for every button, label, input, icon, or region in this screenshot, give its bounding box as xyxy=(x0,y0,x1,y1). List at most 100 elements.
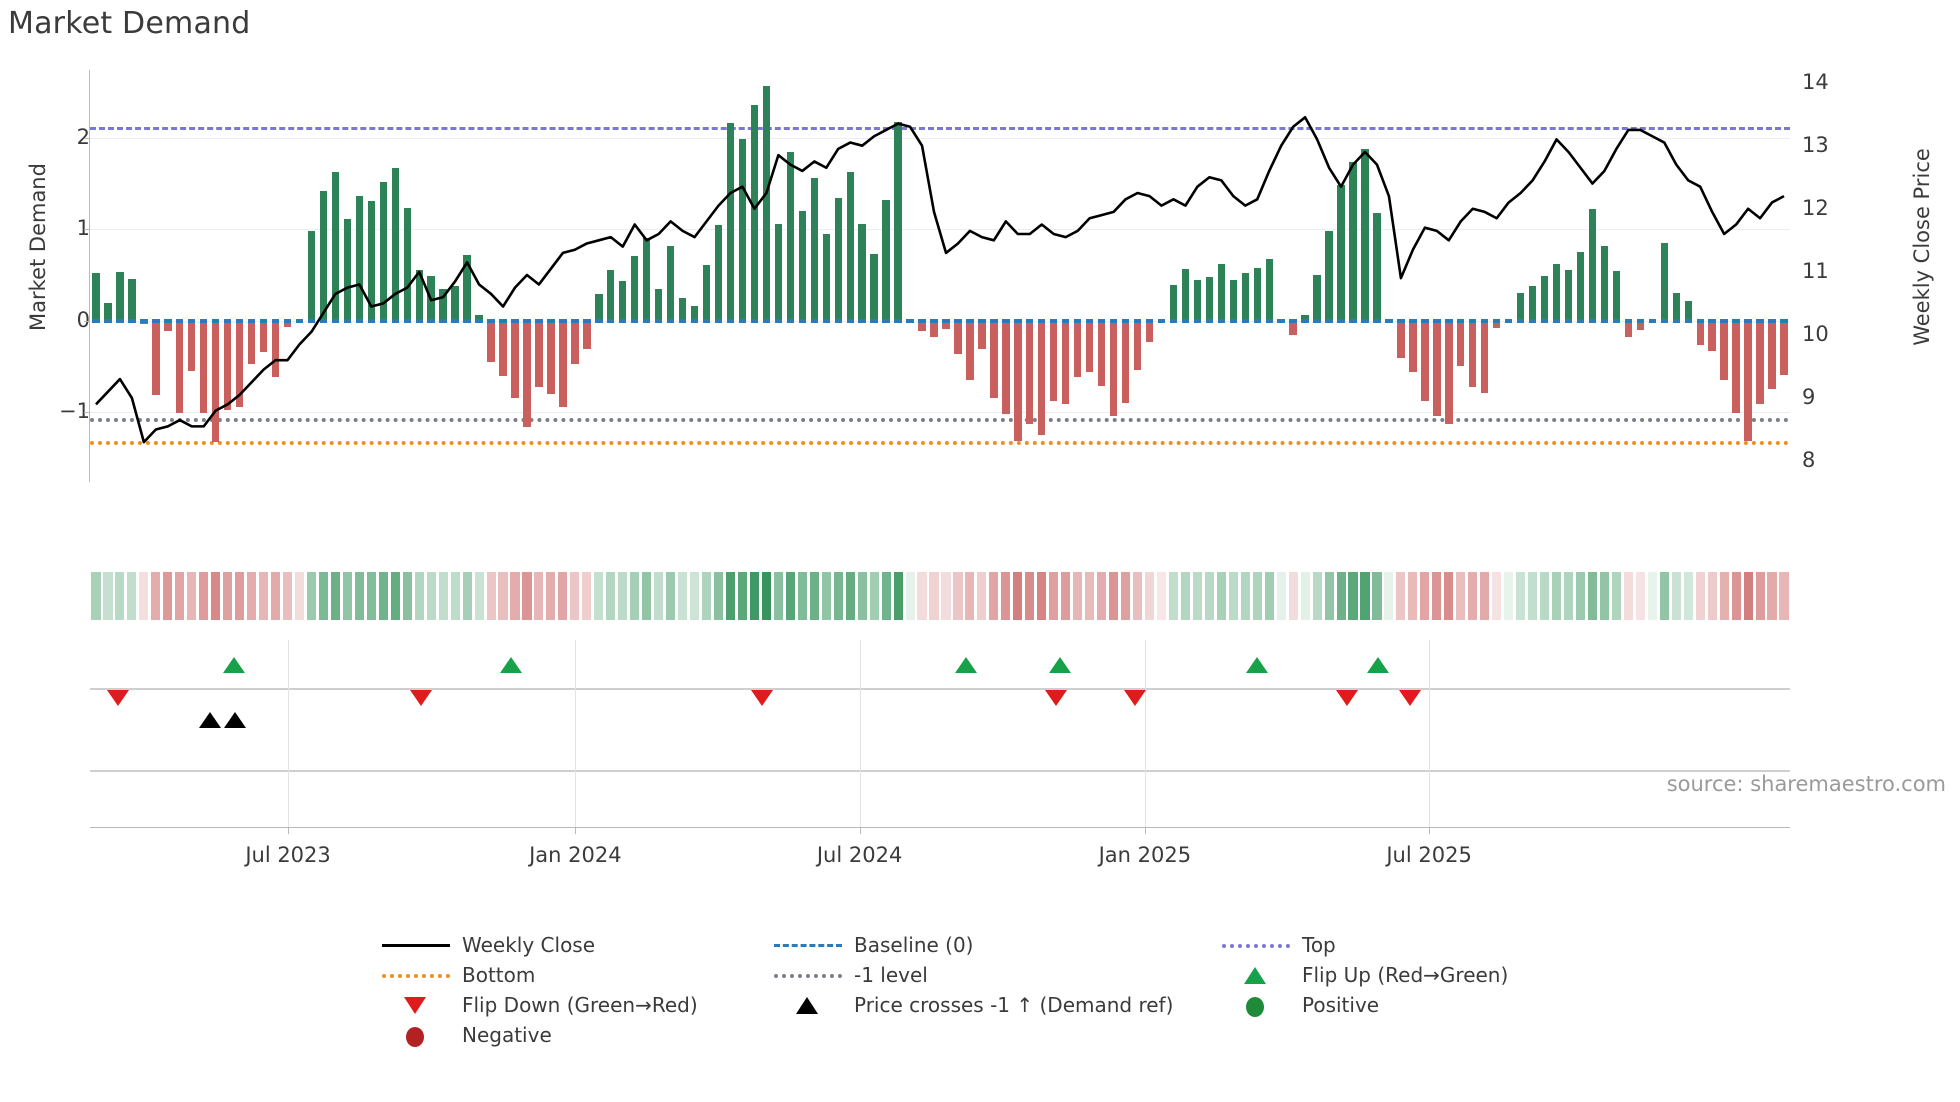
baseline-tick xyxy=(427,318,435,323)
baseline-tick xyxy=(188,318,196,323)
demand-bar xyxy=(1313,275,1321,321)
baseline-tick xyxy=(343,318,352,323)
heat-strip-cell xyxy=(1216,572,1226,620)
demand-bar xyxy=(1085,320,1094,372)
heat-strip-cell xyxy=(1360,572,1370,620)
baseline-tick xyxy=(1672,318,1680,323)
demand-bar xyxy=(1445,320,1453,425)
baseline-tick xyxy=(331,318,340,323)
demand-bar xyxy=(762,86,771,321)
y-axis-right-tick-label: 14 xyxy=(1802,69,1829,94)
heat-strip-cell xyxy=(1659,572,1669,620)
heat-strip-cell xyxy=(1432,572,1442,620)
vertical-gridline xyxy=(1144,640,1146,830)
baseline-tick xyxy=(1684,318,1692,323)
legend-item[interactable]: Negative xyxy=(380,1020,552,1050)
price-cross-marker xyxy=(198,712,221,728)
demand-bar xyxy=(499,320,507,377)
demand-bar xyxy=(1229,280,1238,321)
heat-strip-cell xyxy=(1707,572,1717,620)
baseline-tick xyxy=(1576,318,1585,323)
demand-bar xyxy=(678,297,687,321)
heat-strip-cell xyxy=(1073,572,1083,620)
baseline-tick xyxy=(906,318,914,323)
heat-strip-cell xyxy=(941,572,951,620)
legend-item[interactable]: -1 level xyxy=(772,960,928,990)
heat-strip-cell xyxy=(1204,572,1214,620)
baseline-tick xyxy=(283,318,292,323)
heat-strip-cell xyxy=(354,572,364,620)
baseline-tick xyxy=(1720,318,1728,323)
baseline-tick xyxy=(164,318,172,323)
demand-bar xyxy=(439,288,447,321)
legend-item[interactable]: Flip Down (Green→Red) xyxy=(380,990,698,1020)
heat-strip-cell xyxy=(474,572,484,620)
legend-dotted-line-icon xyxy=(380,964,452,986)
demand-bar xyxy=(259,320,268,352)
demand-bar xyxy=(990,320,998,398)
demand-bar xyxy=(403,208,411,321)
heat-strip-cell xyxy=(1288,572,1298,620)
demand-bar xyxy=(176,320,184,414)
heat-strip-cell xyxy=(1683,572,1693,620)
demand-bar xyxy=(858,223,866,321)
demand-bar xyxy=(1014,320,1022,441)
legend-item[interactable]: Baseline (0) xyxy=(772,930,973,960)
baseline-tick xyxy=(918,318,926,323)
legend-dot-icon xyxy=(380,1024,452,1047)
heat-strip-cell xyxy=(749,572,759,620)
heat-strip-cell xyxy=(378,572,388,620)
baseline-tick xyxy=(822,318,830,323)
demand-bar xyxy=(798,211,807,321)
heat-strip-cell xyxy=(1492,572,1502,620)
legend-item[interactable]: Flip Up (Red→Green) xyxy=(1220,960,1508,990)
flip-up-marker xyxy=(1048,657,1071,673)
baseline-tick xyxy=(307,318,316,323)
baseline-tick xyxy=(559,318,567,323)
baseline-tick xyxy=(367,318,376,323)
demand-bar xyxy=(1612,271,1621,321)
legend-solid-line-icon xyxy=(380,934,452,956)
heat-strip-cell xyxy=(737,572,747,620)
heat-strip-cell xyxy=(558,572,568,620)
x-axis-tick-label: Jul 2025 xyxy=(1386,843,1472,867)
legend-item[interactable]: Price crosses -1 ↑ (Demand ref) xyxy=(772,990,1173,1020)
demand-bar xyxy=(738,139,747,321)
legend-item-label: Weekly Close xyxy=(462,933,596,957)
demand-bar xyxy=(702,264,711,321)
demand-bar xyxy=(1073,320,1082,378)
heat-strip-cell xyxy=(1528,572,1538,620)
baseline-tick xyxy=(631,318,639,323)
baseline-tick xyxy=(846,318,854,323)
demand-bar xyxy=(1133,320,1142,370)
baseline-tick xyxy=(319,318,328,323)
baseline-tick xyxy=(439,318,447,323)
demand-bar xyxy=(978,320,986,349)
baseline-tick xyxy=(1361,318,1369,323)
baseline-tick xyxy=(714,318,723,323)
demand-bar xyxy=(583,320,591,349)
legend-item[interactable]: Positive xyxy=(1220,990,1379,1020)
legend-item-label: Positive xyxy=(1302,993,1380,1017)
heat-strip-cell xyxy=(905,572,915,620)
heat-strip-cell xyxy=(821,572,831,620)
heat-strip-cell xyxy=(1085,572,1095,620)
baseline-tick xyxy=(678,318,687,323)
heat-strip-cell xyxy=(702,572,712,620)
heat-strip-cell xyxy=(1180,572,1190,620)
legend-item[interactable]: Top xyxy=(1220,930,1336,960)
legend-item[interactable]: Bottom xyxy=(380,960,535,990)
baseline-tick xyxy=(786,318,795,323)
baseline-tick xyxy=(750,318,759,323)
demand-bar xyxy=(1109,320,1118,417)
baseline-tick xyxy=(810,318,818,323)
heat-strip-cell xyxy=(438,572,448,620)
baseline-tick xyxy=(1397,318,1405,323)
y-axis-spine xyxy=(89,70,90,482)
baseline-tick xyxy=(762,318,771,323)
demand-bar xyxy=(1588,209,1597,321)
legend-item[interactable]: Weekly Close xyxy=(380,930,595,960)
demand-bar xyxy=(1564,270,1573,321)
gridline xyxy=(90,320,1790,322)
heat-strip-cell xyxy=(1647,572,1657,620)
